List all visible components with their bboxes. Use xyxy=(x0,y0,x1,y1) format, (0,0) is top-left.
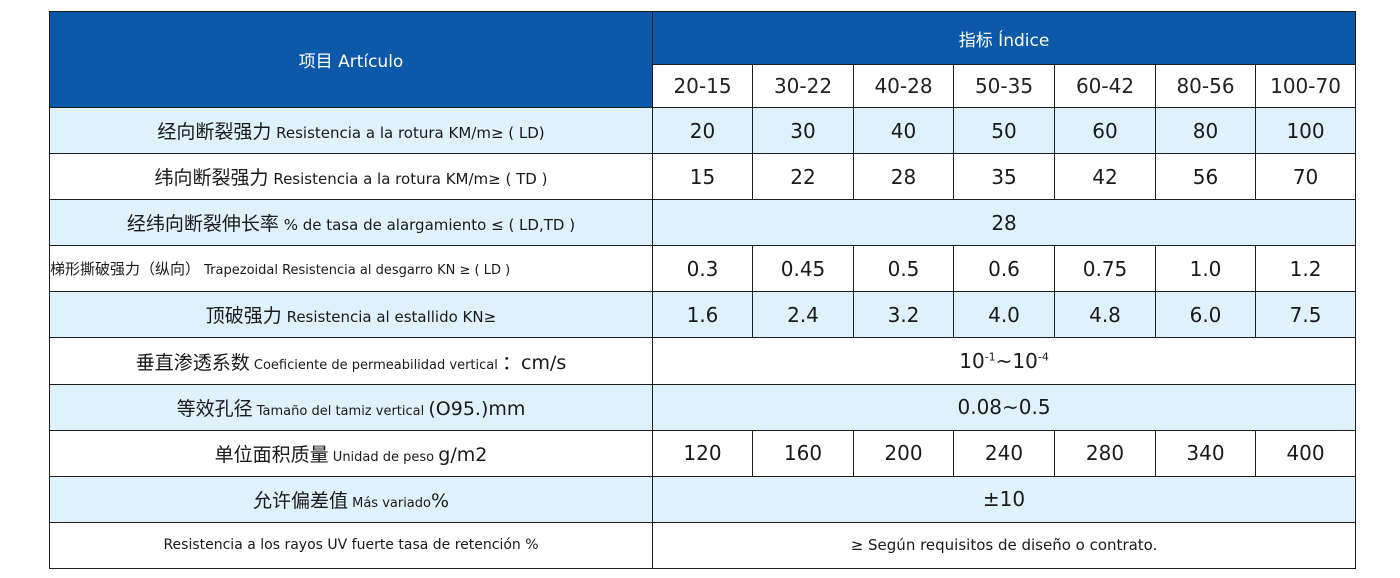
table-cell: 340 xyxy=(1155,429,1256,477)
table-cell: 0.75 xyxy=(1054,245,1156,293)
label-zh: 等效孔径 xyxy=(176,397,253,420)
merged-cell: ≥ Según requisitos de diseño o contrato. xyxy=(651,521,1357,570)
grade-row: 20-15 30-22 40-28 50-35 60-42 80-56 100-… xyxy=(50,64,1357,108)
item-header: 项目 Artículo xyxy=(49,11,653,108)
table-row: 等效孔径 Tamaño del tamiz vertical (O95.)mm … xyxy=(49,383,1357,431)
table-cell: 7.5 xyxy=(1254,291,1357,339)
table-cell: 56 xyxy=(1155,153,1256,201)
label-zh: 纬向断裂强力 xyxy=(154,167,269,190)
label-zh: 垂直渗透系数 xyxy=(135,351,250,374)
label-es: Resistencia a la rotura KM/m≥ ( TD ) xyxy=(268,170,548,189)
table-cell: 200 xyxy=(853,429,954,477)
merged-cell: 28 xyxy=(651,199,1357,247)
table-cell: 22 xyxy=(752,153,854,201)
table-row: 顶破强力 Resistencia al estallido KN≥ 1.6 2.… xyxy=(49,291,1357,339)
table-row: 允许偏差值 Más variado% ±10 xyxy=(49,475,1357,523)
table-cell: 120 xyxy=(652,429,753,477)
table-cell: 6.0 xyxy=(1155,291,1256,339)
table-cell: 1.2 xyxy=(1254,245,1357,293)
merged-cell: ±10 xyxy=(651,475,1357,523)
table-cell: 280 xyxy=(1054,429,1156,477)
grade-header: 60-42 xyxy=(1054,64,1156,108)
row-label: 经纬向断裂伸长率 % de tasa de alargamiento ≤ ( L… xyxy=(49,199,653,247)
merged-cell: 10-1~10-4 xyxy=(651,337,1357,385)
value-separator: ~ xyxy=(995,349,1013,374)
label-unit: % xyxy=(430,489,450,512)
table-cell: 15 xyxy=(652,153,753,201)
merged-cell: 0.08~0.5 xyxy=(651,383,1357,431)
label-es: Trapezoidal Resistencia al desgarro KN ≥… xyxy=(200,263,511,279)
table-cell: 0.45 xyxy=(752,245,854,293)
spec-table: 项目 Artículo 指标 Índice 20-15 30-22 40-28 … xyxy=(49,11,1357,570)
label-es: Resistencia al estallido KN≥ xyxy=(281,308,497,327)
label-es: Más variado xyxy=(347,495,431,511)
index-header: 指标 Índice xyxy=(651,11,1357,65)
label-unit: g/m2 xyxy=(438,443,488,466)
table-cell: 4.0 xyxy=(953,291,1055,339)
grade-header: 80-56 xyxy=(1155,64,1256,108)
table-cell: 70 xyxy=(1254,153,1357,201)
table-cell: 2.4 xyxy=(752,291,854,339)
row-label: 梯形撕破强力（纵向） Trapezoidal Resistencia al de… xyxy=(49,245,653,293)
table-cell: 50 xyxy=(953,106,1055,155)
table-cell: 1.0 xyxy=(1155,245,1256,293)
row-label: 单位面积质量 Unidad de peso g/m2 xyxy=(49,429,653,477)
label-es: Coeficiente de permeabilidad vertical xyxy=(249,357,502,373)
row-label: 纬向断裂强力 Resistencia a la rotura KM/m≥ ( T… xyxy=(49,153,653,201)
label-zh: 顶破强力 xyxy=(205,305,282,328)
grade-header: 100-70 xyxy=(1254,64,1357,108)
grade-header: 40-28 xyxy=(853,64,954,108)
label-unit: (O95.)mm xyxy=(428,397,526,420)
row-label: 经向断裂强力 Resistencia a la rotura KM/m≥ ( L… xyxy=(49,106,653,155)
grade-header: 50-35 xyxy=(953,64,1055,108)
table-row: 纬向断裂强力 Resistencia a la rotura KM/m≥ ( T… xyxy=(49,153,1357,201)
table-cell: 60 xyxy=(1054,106,1156,155)
table-cell: 100 xyxy=(1254,106,1357,155)
table-row: 单位面积质量 Unidad de peso g/m2 120 160 200 2… xyxy=(49,429,1357,477)
table-row: Resistencia a los rayos UV fuerte tasa d… xyxy=(49,521,1357,570)
label-es: Unidad de peso xyxy=(328,449,439,465)
grade-header: 30-22 xyxy=(752,64,854,108)
grade-header: 20-15 xyxy=(652,64,753,108)
row-label: 顶破强力 Resistencia al estallido KN≥ xyxy=(49,291,653,339)
value-exponent: -4 xyxy=(1037,350,1049,364)
table-row: 经向断裂强力 Resistencia a la rotura KM/m≥ ( L… xyxy=(49,106,1357,155)
value-exponent: -1 xyxy=(984,350,996,364)
table-cell: 35 xyxy=(953,153,1055,201)
label-zh: 单位面积质量 xyxy=(214,443,329,466)
row-label: 垂直渗透系数 Coeficiente de permeabilidad vert… xyxy=(49,337,653,385)
label-zh: 允许偏差值 xyxy=(252,489,348,512)
table-cell: 30 xyxy=(752,106,854,155)
table-cell: 80 xyxy=(1155,106,1256,155)
table-cell: 42 xyxy=(1054,153,1156,201)
label-es: % de tasa de alargamiento ≤ ( LD,TD ) xyxy=(278,216,576,235)
label-zh: 经向断裂强力 xyxy=(157,121,272,144)
label-zh: 梯形撕破强力（纵向） xyxy=(50,260,201,279)
table-row: 垂直渗透系数 Coeficiente de permeabilidad vert… xyxy=(49,337,1357,385)
row-label: 等效孔径 Tamaño del tamiz vertical (O95.)mm xyxy=(49,383,653,431)
table-cell: 4.8 xyxy=(1054,291,1156,339)
table-row: 经纬向断裂伸长率 % de tasa de alargamiento ≤ ( L… xyxy=(49,199,1357,247)
table-cell: 20 xyxy=(652,106,753,155)
row-label: 允许偏差值 Más variado% xyxy=(49,475,653,523)
table-cell: 0.6 xyxy=(953,245,1055,293)
value-base: 10 xyxy=(1012,349,1038,374)
table-cell: 1.6 xyxy=(652,291,753,339)
table-cell: 28 xyxy=(853,153,954,201)
table-cell: 240 xyxy=(953,429,1055,477)
table-cell: 0.3 xyxy=(652,245,753,293)
table-cell: 400 xyxy=(1254,429,1357,477)
label-unit: ：cm/s xyxy=(502,351,567,374)
label-zh: 经纬向断裂伸长率 xyxy=(126,213,279,236)
label-es: Resistencia a la rotura KM/m≥ ( LD) xyxy=(271,124,545,143)
table-row: 梯形撕破强力（纵向） Trapezoidal Resistencia al de… xyxy=(49,245,1357,293)
table-cell: 40 xyxy=(853,106,954,155)
label-es: Tamaño del tamiz vertical xyxy=(252,403,429,419)
value-base: 10 xyxy=(959,349,985,374)
table-cell: 160 xyxy=(752,429,854,477)
table-cell: 0.5 xyxy=(853,245,954,293)
table-cell: 3.2 xyxy=(853,291,954,339)
row-label: Resistencia a los rayos UV fuerte tasa d… xyxy=(49,521,653,570)
